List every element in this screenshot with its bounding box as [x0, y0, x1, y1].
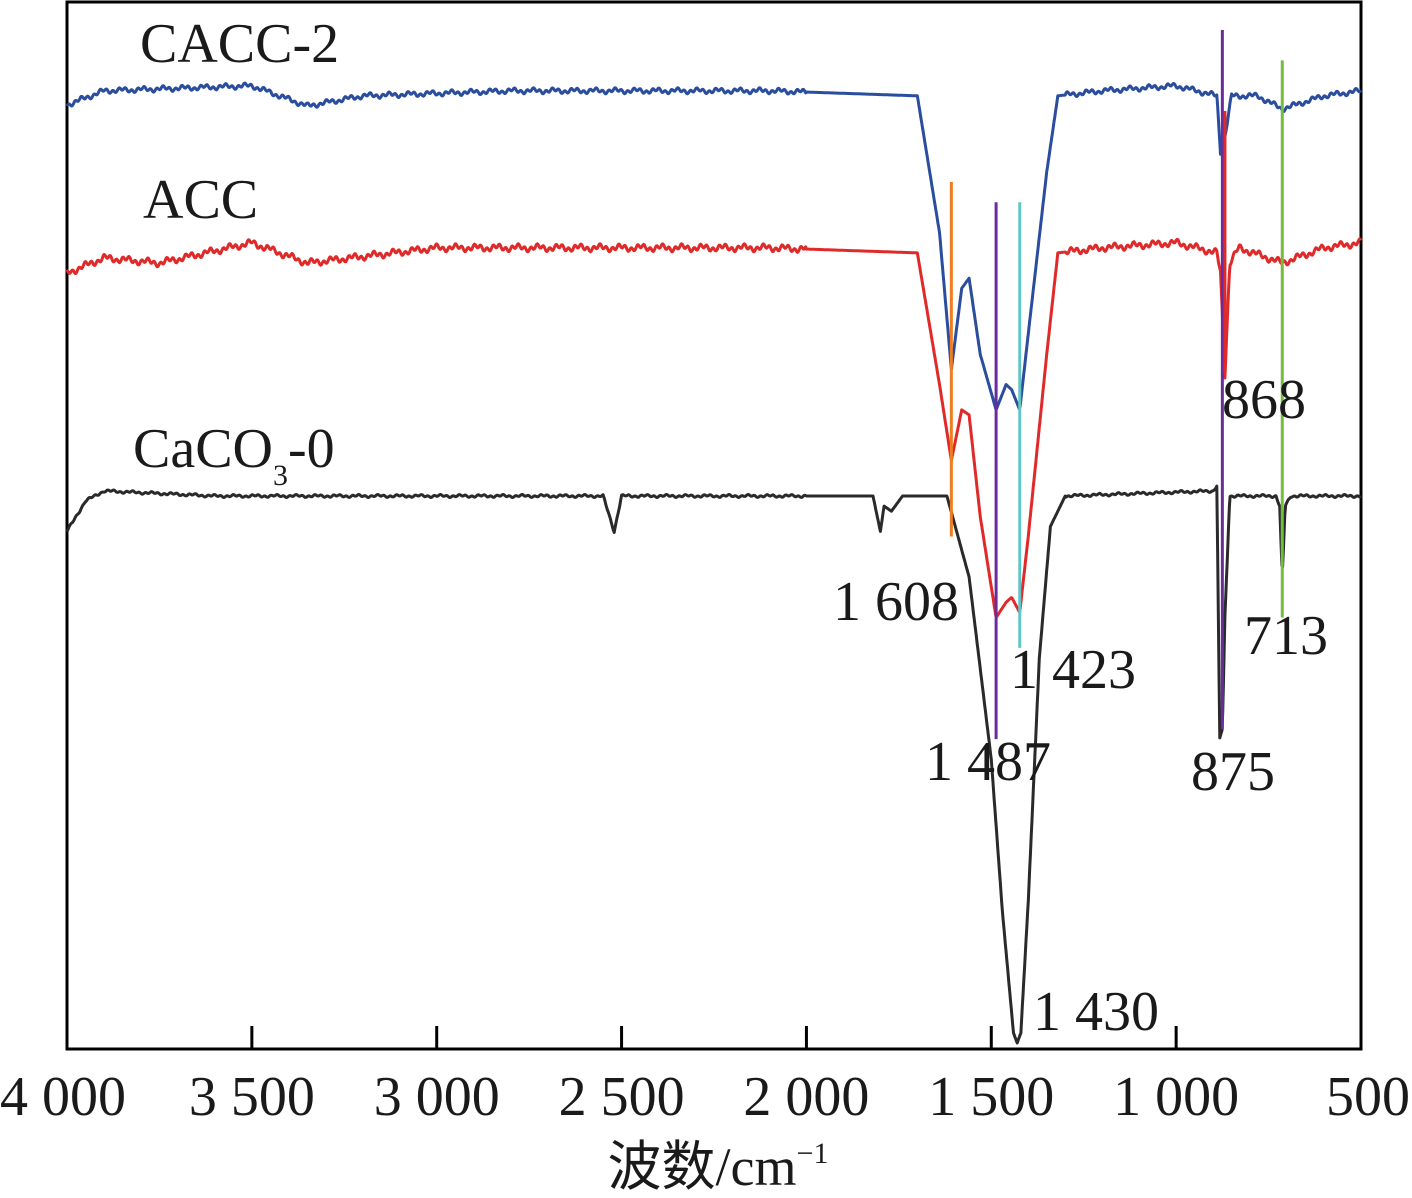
series-label-cacc-2: CACC-2: [140, 13, 339, 75]
plot-frame: [65, 0, 1363, 1051]
series-line-acc: [65, 237, 1363, 619]
peak-label-713: 713: [1244, 605, 1328, 667]
x-tick-label-2000: 2 000: [743, 1066, 869, 1128]
x-tick-label-2500: 2 500: [559, 1066, 685, 1128]
x-axis: 4 000 3 500 3 000 2 500 2 000 1 500 1 000 500 波数…: [0, 1026, 1410, 1197]
series-line-cacc-2: [65, 81, 1363, 411]
x-tick-label-1500: 1 500: [928, 1066, 1054, 1128]
peak-label-868: 868: [1222, 369, 1306, 431]
x-axis-title: 波数/cm−1: [608, 1137, 829, 1197]
series-line-caco3-0: [65, 484, 1362, 1045]
peak-label-1430: 1 430: [1033, 981, 1159, 1043]
marker-layer: [949, 30, 1284, 740]
series-layer: [65, 81, 1363, 1045]
peak-label-875: 875: [1191, 741, 1275, 803]
peak-label-1487: 1 487: [925, 731, 1051, 793]
series-label-caco3-0: CaCO3-0: [133, 418, 335, 492]
x-tick-label-1000: 1 000: [1113, 1066, 1239, 1128]
x-tick-label-3000: 3 000: [374, 1066, 500, 1128]
peak-label-1423: 1 423: [1010, 639, 1136, 701]
label-layer: CACC-2 ACC CaCO3-0 1 608 1 487 1 423 875 868 713…: [133, 13, 1328, 1043]
x-tick-label-500: 500: [1326, 1066, 1410, 1128]
x-tick-label-4000: 4 000: [0, 1066, 126, 1128]
x-tick-label-3500: 3 500: [189, 1066, 315, 1128]
peak-label-1608: 1 608: [833, 571, 959, 633]
series-label-acc: ACC: [143, 169, 258, 231]
